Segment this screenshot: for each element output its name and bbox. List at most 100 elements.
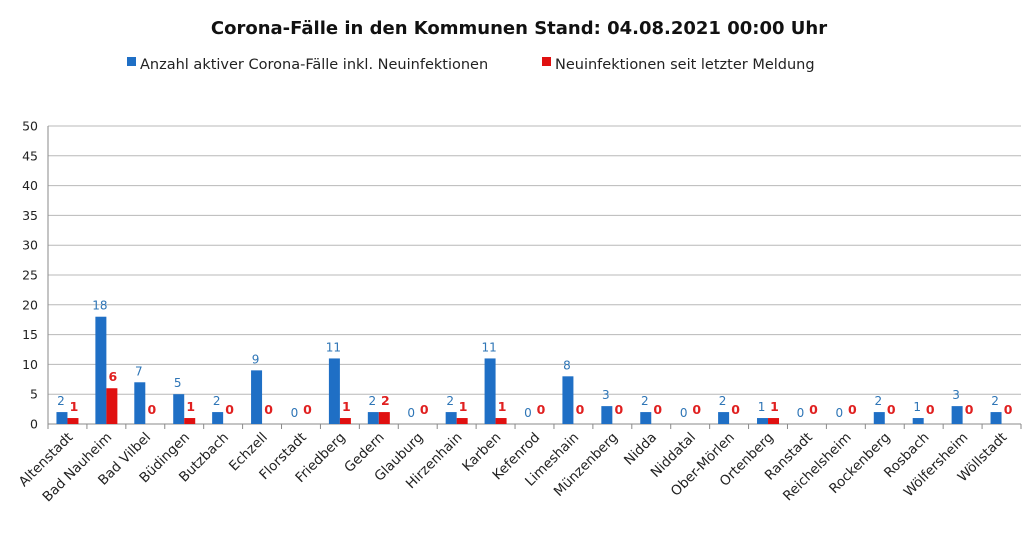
- data-label-aktive-22: 1: [913, 400, 921, 414]
- bars: [56, 316, 1002, 424]
- data-label-neu-23: 0: [965, 402, 974, 417]
- bar-neu-7: [339, 418, 351, 424]
- data-label-aktive-7: 11: [326, 340, 341, 354]
- bar-aktive-3: [173, 394, 185, 424]
- data-label-aktive-8: 2: [368, 394, 376, 408]
- data-label-neu-24: 0: [1004, 402, 1013, 417]
- data-label-neu-5: 0: [264, 402, 273, 417]
- bar-aktive-1: [95, 316, 107, 424]
- data-label-neu-8: 2: [381, 393, 390, 408]
- data-label-neu-12: 0: [537, 402, 546, 417]
- bar-aktive-0: [56, 412, 68, 424]
- data-label-neu-17: 0: [731, 402, 740, 417]
- y-tick-label: 15: [22, 327, 38, 342]
- legend: Anzahl aktiver Corona-Fälle inkl. Neuinf…: [127, 57, 815, 73]
- bar-neu-8: [378, 412, 390, 424]
- data-label-neu-11: 1: [498, 399, 507, 414]
- bar-aktive-5: [251, 370, 263, 424]
- data-label-aktive-21: 2: [874, 394, 882, 408]
- legend-label-1: Neuinfektionen seit letzter Meldung: [555, 57, 815, 73]
- y-tick-label: 45: [22, 148, 38, 163]
- bar-aktive-2: [134, 382, 146, 424]
- data-label-aktive-5: 9: [252, 352, 260, 366]
- bar-neu-10: [456, 418, 468, 424]
- data-label-aktive-2: 7: [135, 364, 143, 378]
- y-tick-label: 10: [22, 357, 38, 372]
- data-label-neu-19: 0: [809, 402, 818, 417]
- y-tick-label: 20: [22, 297, 38, 312]
- data-label-aktive-23: 3: [952, 388, 960, 402]
- bar-aktive-21: [873, 412, 885, 424]
- y-tick-label: 35: [22, 208, 38, 223]
- data-label-neu-14: 0: [614, 402, 623, 417]
- bar-aktive-15: [640, 412, 652, 424]
- data-label-aktive-20: 0: [836, 406, 844, 420]
- data-label-neu-9: 0: [420, 402, 429, 417]
- y-tick-label: 0: [30, 417, 38, 432]
- chart-title: Corona-Fälle in den Kommunen Stand: 04.0…: [211, 18, 827, 39]
- bar-aktive-13: [562, 376, 574, 424]
- data-label-neu-0: 1: [70, 399, 79, 414]
- bar-aktive-23: [951, 406, 963, 424]
- bar-aktive-24: [990, 412, 1002, 424]
- data-label-aktive-6: 0: [291, 406, 299, 420]
- gridlines: [48, 125, 1021, 425]
- data-label-neu-10: 1: [459, 399, 468, 414]
- y-tick-label: 30: [22, 238, 38, 253]
- y-axis: 0 5 10 15 20 25 30 35 40 45 50: [22, 119, 49, 432]
- data-label-aktive-24: 2: [991, 394, 999, 408]
- data-label-aktive-14: 3: [602, 388, 610, 402]
- data-label-aktive-17: 2: [719, 394, 727, 408]
- bar-neu-1: [106, 388, 118, 424]
- bar-aktive-22: [912, 418, 924, 424]
- data-label-aktive-16: 0: [680, 406, 688, 420]
- legend-label-0: Anzahl aktiver Corona-Fälle inkl. Neuinf…: [140, 57, 488, 73]
- data-label-neu-13: 0: [576, 402, 585, 417]
- data-label-neu-18: 1: [770, 399, 779, 414]
- data-label-aktive-13: 8: [563, 358, 571, 372]
- bar-neu-11: [495, 418, 507, 424]
- bar-aktive-14: [601, 406, 613, 424]
- data-label-aktive-12: 0: [524, 406, 532, 420]
- data-label-neu-22: 0: [926, 402, 935, 417]
- bar-aktive-18: [757, 418, 769, 424]
- data-label-neu-1: 6: [109, 369, 118, 384]
- bar-aktive-17: [718, 412, 730, 424]
- data-label-aktive-0: 2: [57, 394, 65, 408]
- x-category-label: Reichelsheim: [780, 430, 855, 505]
- data-label-neu-2: 0: [147, 402, 156, 417]
- bar-neu-0: [67, 418, 79, 424]
- bar-aktive-10: [445, 412, 457, 424]
- data-label-aktive-11: 11: [481, 340, 496, 354]
- data-label-neu-4: 0: [225, 402, 234, 417]
- data-label-neu-6: 0: [303, 402, 312, 417]
- data-label-aktive-3: 5: [174, 376, 182, 390]
- bar-aktive-11: [484, 358, 496, 424]
- data-label-aktive-19: 0: [797, 406, 805, 420]
- data-label-neu-21: 0: [887, 402, 896, 417]
- bar-aktive-8: [367, 412, 379, 424]
- data-label-aktive-10: 2: [446, 394, 454, 408]
- y-tick-label: 5: [30, 387, 38, 402]
- y-tick-label: 50: [22, 119, 38, 134]
- data-label-aktive-4: 2: [213, 394, 221, 408]
- legend-swatch-0: [127, 57, 136, 66]
- legend-swatch-1: [542, 57, 551, 66]
- data-label-aktive-1: 18: [92, 299, 107, 313]
- y-tick-label: 25: [22, 268, 38, 283]
- data-label-neu-3: 1: [186, 399, 195, 414]
- data-label-aktive-9: 0: [407, 406, 415, 420]
- bar-aktive-4: [212, 412, 224, 424]
- data-label-aktive-18: 1: [758, 400, 766, 414]
- data-label-neu-20: 0: [848, 402, 857, 417]
- data-label-neu-15: 0: [653, 402, 662, 417]
- bar-neu-18: [768, 418, 780, 424]
- data-label-aktive-15: 2: [641, 394, 649, 408]
- data-label-neu-7: 1: [342, 399, 351, 414]
- bar-aktive-7: [328, 358, 340, 424]
- y-tick-label: 40: [22, 178, 38, 193]
- data-label-neu-16: 0: [692, 402, 701, 417]
